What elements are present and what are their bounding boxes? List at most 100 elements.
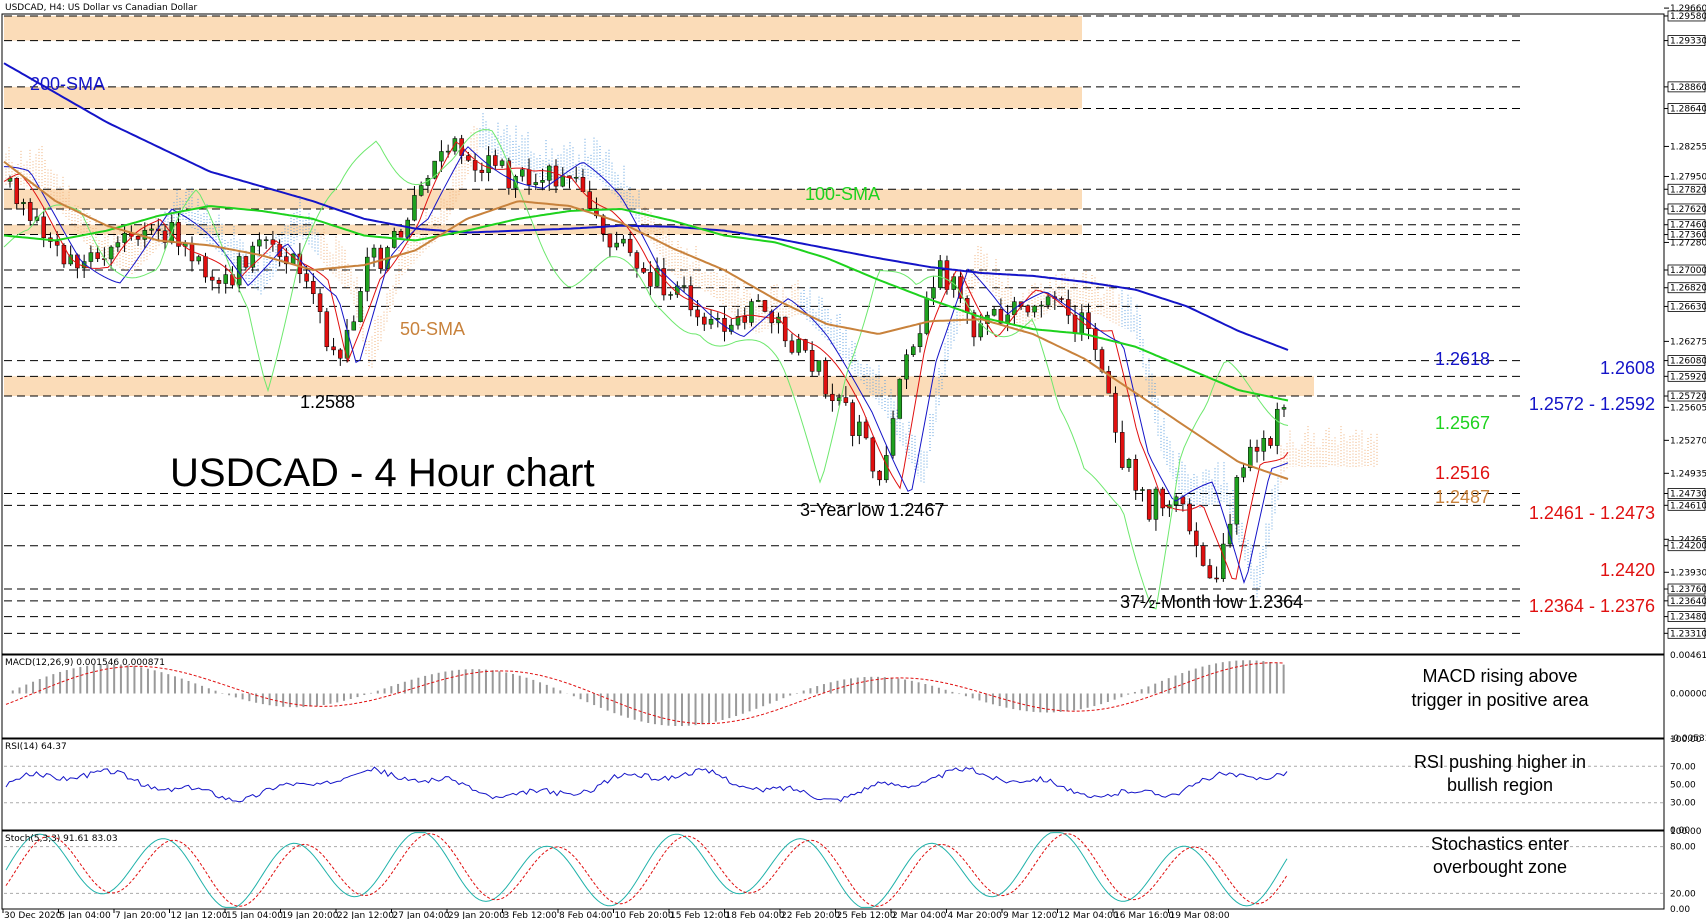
candle-body (142, 230, 148, 240)
candle-body (762, 300, 768, 312)
price-tick-label: 1.27360 (1670, 231, 1706, 241)
rsi-tick-label: 100.00 (1670, 735, 1702, 745)
candle-body (216, 280, 222, 284)
candle-body (486, 155, 491, 173)
time-tick-label: 3 Feb 12:00 (504, 911, 558, 919)
candle-body (1200, 545, 1206, 566)
price-tick-label: 1.27000 (1670, 266, 1706, 276)
candle-body (782, 316, 788, 342)
chart-header: USDCAD, H4: US Dollar vs Canadian Dollar (5, 3, 198, 13)
candle-body (1032, 305, 1037, 313)
candle-body (149, 228, 154, 231)
candle-body (708, 318, 714, 325)
candle-body (1194, 530, 1199, 546)
price-tick-label: 1.24610 (1670, 501, 1706, 511)
stoch-tick-label: 0.00 (1670, 905, 1690, 915)
time-tick-label: 18 Feb 04:00 (726, 911, 785, 919)
sma100-label: 100-SMA (805, 184, 880, 204)
candle-body (257, 239, 262, 247)
price-panel-frame (1, 13, 1665, 655)
price-tick-label: 1.25720 (1670, 392, 1706, 402)
stoch-panel-frame (1, 830, 1665, 910)
price-tick-label: 1.27620 (1670, 205, 1706, 215)
price-tick-label: 1.25605 (1670, 403, 1706, 413)
zone-3-value: 1.2364 - 1.2376 (1529, 596, 1655, 616)
candle-body (418, 185, 424, 196)
candle-body (1106, 371, 1111, 394)
time-tick-label: 30 Dec 2020 (4, 911, 62, 919)
resistance-zone (4, 86, 1082, 109)
price-tick-label: 1.25270 (1670, 436, 1706, 446)
candle-body (830, 393, 835, 402)
candle-body (331, 346, 336, 351)
candle-body (14, 177, 19, 205)
candle-body (466, 155, 471, 161)
candle-body (823, 360, 828, 395)
low-1-label: 1.2588 (300, 392, 355, 412)
candle-body (998, 309, 1004, 324)
candle-body (209, 276, 215, 281)
price-tick-label: 1.26630 (1670, 302, 1706, 312)
level-2-value: 1.2516 (1435, 463, 1490, 483)
price-tick-label: 1.24935 (1670, 469, 1706, 479)
price-tick-label: 1.23930 (1670, 568, 1706, 578)
candle-body (284, 256, 289, 265)
price-tick-box (1667, 81, 1706, 93)
candle-body (1005, 314, 1010, 324)
time-tick-label: 9 Mar 12:00 (1003, 911, 1058, 919)
time-tick-label: 12 Mar 04:00 (1059, 911, 1119, 919)
candle-body (223, 274, 228, 284)
candle-body (600, 215, 606, 235)
price-tick-label: 1.24265 (1670, 535, 1706, 545)
candle-body (857, 421, 862, 436)
candle-body (250, 245, 255, 268)
candle-body (1160, 488, 1165, 509)
candle-body (702, 316, 707, 325)
price-tick-box (1667, 390, 1706, 402)
candle-body (971, 312, 977, 338)
candle-body (729, 324, 734, 332)
candle-body (1126, 459, 1132, 468)
candle-body (924, 297, 929, 334)
candle-body (654, 268, 660, 287)
price-tick-label: 1.28255 (1670, 142, 1706, 152)
candle-body (1059, 298, 1064, 300)
candle-body (499, 160, 505, 166)
candle-body (870, 437, 876, 472)
stoch-note-line2: overbought zone (1433, 857, 1567, 877)
price-tick-box (1667, 611, 1706, 622)
moving-averages (3, 62, 1289, 610)
time-tick-label: 16 Mar 16:00 (1114, 911, 1174, 919)
candle-body (1221, 543, 1226, 579)
time-tick-label: 19 Mar 08:00 (1170, 911, 1230, 919)
candle-body (1113, 392, 1118, 433)
price-tick-box (1667, 282, 1706, 294)
candle-body (445, 150, 451, 153)
candle-body (338, 349, 343, 359)
stoch-note-line1: Stochastics enter (1431, 834, 1569, 854)
time-tick-label: 22 Feb 20:00 (781, 911, 840, 919)
rsi-tick-label: 30.00 (1670, 799, 1696, 809)
price-tick-box (1667, 103, 1706, 114)
price-tick-label: 1.23480 (1670, 613, 1706, 623)
price-tick-label: 1.27820 (1670, 185, 1706, 195)
candle-body (580, 177, 586, 192)
candle-body (911, 346, 916, 355)
resistance-zone (4, 15, 1082, 41)
candle-body (627, 238, 633, 253)
price-tick-box (1667, 35, 1706, 46)
macd-tick-label: -0.005339 (1670, 734, 1706, 744)
candle-body (735, 316, 741, 326)
sma200-value: 1.2618 (1435, 349, 1490, 369)
candle-body (573, 177, 579, 179)
candle-body (560, 175, 565, 187)
time-tick-label: 25 Feb 12:00 (837, 911, 896, 919)
price-tick-box (1667, 264, 1706, 276)
macd-tick-label: 0.004617 (1670, 651, 1706, 661)
candle-body (991, 309, 997, 316)
candle-body (1025, 305, 1031, 313)
time-tick-label: 2 Mar 04:00 (892, 911, 947, 919)
candle-body (88, 252, 94, 262)
zone-1-value: 1.2572 - 1.2592 (1529, 394, 1655, 414)
resistance-zones (4, 15, 1314, 397)
